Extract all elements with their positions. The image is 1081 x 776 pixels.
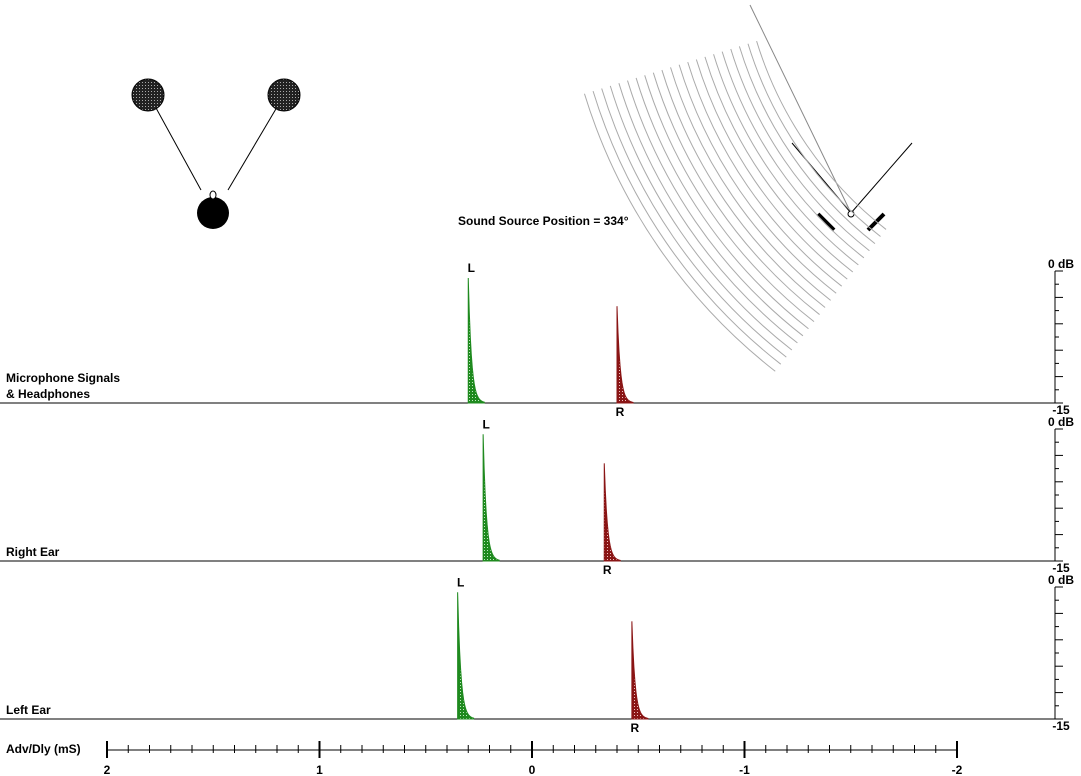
x-tick-label: 0 (529, 763, 536, 776)
x-tick-label: 2 (104, 763, 111, 776)
channel-label: L (482, 417, 489, 431)
right-impulse (632, 621, 648, 719)
arc (610, 86, 792, 350)
channel-label: R (631, 721, 640, 735)
right-impulse (604, 463, 620, 561)
title: Sound Source Position = 334° (458, 214, 629, 228)
arc (731, 49, 870, 251)
left-impulse (483, 434, 499, 561)
arc (757, 41, 886, 229)
channel-label: R (616, 405, 625, 419)
right-impulse (617, 306, 633, 403)
level-tick-label: 0 dB (1048, 415, 1074, 429)
panel-label: Left Ear (6, 703, 51, 717)
panel-label: Microphone Signals (6, 371, 120, 385)
arc (584, 94, 775, 372)
left-impulse (468, 278, 484, 403)
channel-label: R (603, 563, 612, 577)
arc (653, 73, 819, 315)
microphone-diagram (584, 5, 912, 371)
x-tick-label: -2 (952, 763, 963, 776)
arc (619, 83, 797, 343)
arc (714, 54, 859, 265)
level-tick-label: 0 dB (1048, 573, 1074, 587)
x-tick-label: 1 (316, 763, 323, 776)
panel-label: & Headphones (6, 387, 90, 401)
panel-label: Right Ear (6, 545, 60, 559)
left-impulse (458, 592, 474, 719)
level-tick-label: 0 dB (1048, 257, 1074, 271)
channel-label: L (468, 261, 475, 275)
page: Sound Source Position = 334° Adv/Dly (mS… (0, 0, 1081, 776)
speaker-diagram (132, 79, 300, 229)
arc (722, 52, 864, 258)
level-tick-label: -15 (1052, 719, 1070, 733)
arc (662, 70, 825, 307)
arc (679, 65, 836, 293)
app-view: Sound Source Position = 334° Adv/Dly (mS… (0, 0, 1081, 776)
arc (628, 81, 803, 336)
axis-label: Adv/Dly (mS) (6, 742, 81, 756)
x-tick-label: -1 (739, 763, 750, 776)
channel-label: L (457, 575, 464, 589)
